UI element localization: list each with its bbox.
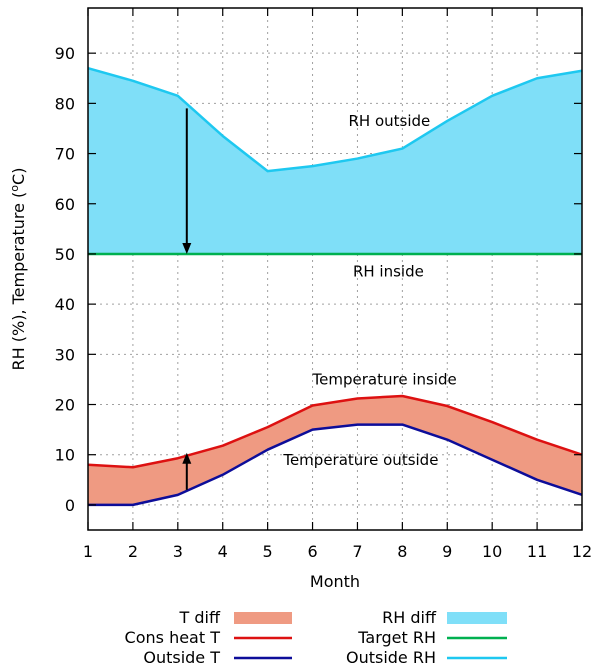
- legend-item-target-rh: Target RH: [357, 628, 507, 647]
- x-tick-label: 4: [218, 542, 228, 561]
- legend-swatch: [447, 612, 507, 624]
- arrow-head: [182, 452, 192, 464]
- line-outside-t: [88, 423, 583, 507]
- annotation-arrows: [182, 108, 192, 490]
- x-tick-label: 7: [352, 542, 362, 561]
- arrow-head: [182, 242, 192, 254]
- y-tick-label: 60: [55, 195, 75, 214]
- x-tick-label: 10: [482, 542, 502, 561]
- area-fills: [88, 68, 582, 505]
- annotation-label: RH outside: [348, 112, 430, 130]
- x-axis-label: Month: [310, 572, 360, 591]
- y-tick-label: 70: [55, 145, 75, 164]
- x-tick-label: 9: [442, 542, 452, 561]
- x-tick-label: 6: [307, 542, 317, 561]
- y-axis-label-tail: C): [9, 168, 28, 185]
- line-cons-heat-t: [87, 394, 583, 469]
- legend-item-rh-diff: RH diff: [382, 608, 507, 627]
- plot-frame: [87, 7, 583, 531]
- legend-label: RH diff: [382, 608, 437, 627]
- annotation-label: Temperature outside: [282, 451, 438, 469]
- y-axis-label-main: RH (%), Temperature (: [9, 192, 28, 371]
- y-axis-label: RH (%), Temperature (oC): [8, 168, 28, 371]
- y-axis-label-superscript: o: [8, 185, 21, 192]
- legend-item-outside-t: Outside T: [143, 648, 292, 667]
- y-tick-label: 10: [55, 446, 75, 465]
- y-tick-label: 90: [55, 44, 75, 63]
- legend-label: T diff: [179, 608, 221, 627]
- annotation-label: Temperature inside: [312, 370, 457, 388]
- legend-label: Target RH: [357, 628, 436, 647]
- x-tick-label: 8: [397, 542, 407, 561]
- x-tick-label: 12: [572, 542, 592, 561]
- legend-item-outside-rh: Outside RH: [346, 648, 507, 667]
- y-tick-label: 0: [65, 496, 75, 515]
- y-tick-label: 40: [55, 295, 75, 314]
- y-tick-label: 80: [55, 94, 75, 113]
- area-t-diff: [88, 395, 582, 505]
- legend-item-t-diff: T diff: [179, 608, 292, 627]
- y-tick-label: 20: [55, 396, 75, 415]
- series-lines: [87, 67, 583, 507]
- legend-label: Outside T: [143, 648, 220, 667]
- legend-item-cons-heat-t: Cons heat T: [125, 628, 292, 647]
- annotation-label: RH inside: [353, 263, 424, 281]
- x-tick-label: 11: [527, 542, 547, 561]
- legend-label: Outside RH: [346, 648, 436, 667]
- x-tick-label: 5: [263, 542, 273, 561]
- x-tick-label: 3: [173, 542, 183, 561]
- annotation-labels: RH outside RH inside Temperature inside Tem…: [282, 112, 456, 469]
- legend-label: Cons heat T: [125, 628, 221, 647]
- y-tick-label: 30: [55, 345, 75, 364]
- legend-swatch: [234, 612, 292, 624]
- y-tick-label: 50: [55, 245, 75, 264]
- x-tick-label: 2: [128, 542, 138, 561]
- x-tick-label: 1: [83, 542, 93, 561]
- line-outside-rh: [87, 67, 583, 173]
- area-rh-diff: [88, 68, 582, 254]
